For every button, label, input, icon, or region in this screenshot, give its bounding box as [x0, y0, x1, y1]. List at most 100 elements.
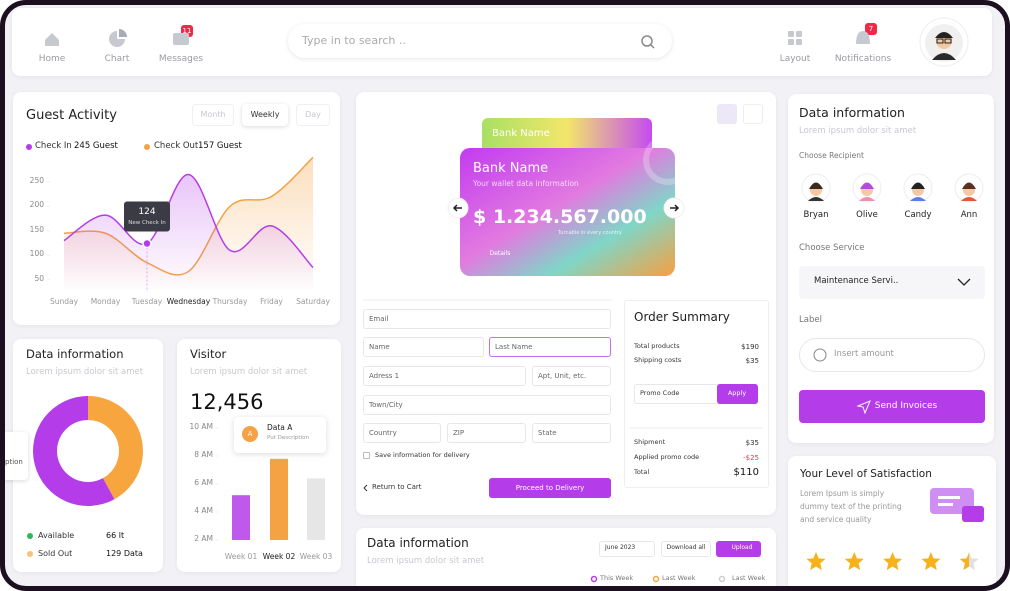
view-toggle[interactable] — [743, 104, 763, 124]
back-link[interactable]: Return to Cart — [372, 483, 422, 491]
y-tick-label: 8 AM — [194, 450, 213, 459]
download-label[interactable]: Download all — [666, 544, 706, 551]
nav-label[interactable]: Layout — [779, 54, 811, 64]
bar — [307, 478, 325, 540]
tab-label[interactable]: Weekly — [250, 110, 280, 119]
view-toggle[interactable] — [717, 104, 737, 124]
tooltip-label: New Check In — [128, 219, 166, 226]
card-name: Bank Name — [473, 161, 549, 176]
input-placeholder[interactable]: Last Name — [495, 343, 533, 351]
checkbox-label[interactable]: Save information for delivery — [375, 451, 470, 459]
area-fill — [64, 174, 313, 292]
rating-star — [883, 552, 903, 571]
recipient-name[interactable]: Olive — [856, 210, 878, 220]
send-label[interactable]: Send Invoices — [874, 401, 938, 411]
bar — [232, 495, 250, 540]
promo-placeholder[interactable]: Promo Code — [640, 389, 680, 397]
badge — [865, 23, 877, 35]
section-label: Label — [799, 315, 822, 325]
card-subtitle: Lorem ipsum dolor sit amet — [190, 367, 308, 377]
x-tick-label: Week 01 — [224, 552, 258, 561]
order-label: Shipping costs — [634, 356, 682, 364]
tab-label[interactable]: Day — [305, 110, 321, 119]
input-placeholder[interactable]: State — [538, 429, 557, 437]
service-value[interactable]: Maintenance Servi.. — [814, 276, 899, 286]
input[interactable] — [363, 309, 611, 329]
section-label: Choose Service — [799, 243, 865, 253]
legend-label: Check In — [35, 141, 72, 151]
y-tick-label: 200 — [29, 200, 44, 210]
apply-button[interactable] — [717, 384, 758, 404]
tooltip-badge — [242, 426, 258, 442]
recipient-name[interactable]: Candy — [904, 210, 932, 220]
upload-label[interactable]: Upload — [731, 544, 753, 551]
x-tick-label: Saturday — [296, 297, 330, 306]
hair — [911, 182, 925, 189]
legend-total: 157 Guest — [198, 141, 242, 151]
input-placeholder[interactable]: Country — [369, 429, 397, 437]
recipient-name[interactable]: Ann — [960, 210, 978, 220]
y-tick-label: 6 AM — [194, 478, 213, 487]
legend-label: Check Out — [154, 141, 199, 151]
input[interactable] — [532, 423, 611, 443]
search-box[interactable] — [288, 24, 672, 58]
input[interactable] — [363, 366, 526, 386]
card-text: Lorem Ipsum is simply dummy text of the … — [800, 489, 902, 524]
input[interactable] — [363, 337, 484, 357]
card-deco — [643, 135, 693, 185]
service-select[interactable] — [799, 266, 985, 299]
input-placeholder[interactable]: Email — [369, 315, 389, 323]
x-tick-label: Wednesday — [166, 297, 211, 306]
y-tick-label: 50 — [34, 273, 44, 283]
input-placeholder[interactable]: ZIP — [453, 429, 465, 437]
input-placeholder[interactable]: Name — [369, 343, 390, 351]
tab-label[interactable]: Month — [200, 110, 226, 119]
tab[interactable] — [296, 104, 330, 126]
card-title: Data information — [367, 536, 469, 550]
nav-label[interactable]: Notifications — [834, 54, 892, 64]
tab[interactable] — [192, 104, 234, 126]
amount-input[interactable] — [799, 338, 985, 372]
card-info: Your wallet data information — [473, 179, 579, 188]
rating-star — [844, 552, 864, 571]
input[interactable] — [489, 337, 611, 357]
messages-badge: 11 — [182, 27, 192, 35]
upload-button[interactable] — [716, 541, 761, 557]
back-card-name: Bank Name — [492, 128, 550, 139]
recipient-name[interactable]: Bryan — [803, 210, 829, 220]
order-value: -$25 — [743, 454, 759, 462]
hair — [809, 182, 823, 189]
input-placeholder[interactable]: Town/City — [369, 401, 403, 409]
input[interactable] — [363, 395, 611, 415]
submit-label[interactable]: Proceed to Delivery — [515, 484, 585, 492]
bottom-card — [356, 528, 776, 586]
download-button[interactable] — [661, 541, 711, 557]
card-balance: $ 1.234.567.000 — [473, 206, 647, 228]
legend-dot — [144, 144, 150, 150]
details-label[interactable]: Details — [489, 250, 511, 257]
input[interactable] — [363, 423, 441, 443]
tab[interactable] — [242, 104, 288, 126]
search-placeholder: Type in to search .. — [302, 34, 406, 47]
input-placeholder[interactable]: Adress 1 — [369, 372, 400, 380]
rating-star — [806, 552, 826, 571]
input[interactable] — [532, 366, 611, 386]
amount-placeholder[interactable]: Insert amount — [834, 349, 894, 359]
month-select[interactable] — [599, 541, 655, 557]
nav-label[interactable]: Home — [38, 54, 66, 64]
nav-label[interactable]: Chart — [104, 54, 130, 64]
month-label[interactable]: June 2023 — [605, 544, 636, 551]
avatar[interactable] — [919, 17, 969, 67]
nav-label[interactable]: Messages — [158, 54, 204, 64]
submit-button[interactable] — [489, 478, 611, 498]
input[interactable] — [447, 423, 526, 443]
tooltip-value: 124 — [138, 206, 156, 217]
input-placeholder[interactable]: Apt, Unit, etc. — [538, 372, 587, 380]
checkbox[interactable] — [363, 452, 370, 459]
apply-label[interactable]: Apply — [727, 389, 747, 397]
section-label: Choose Recipient — [799, 151, 864, 160]
send-button[interactable] — [799, 390, 985, 423]
search-icon — [641, 35, 653, 47]
